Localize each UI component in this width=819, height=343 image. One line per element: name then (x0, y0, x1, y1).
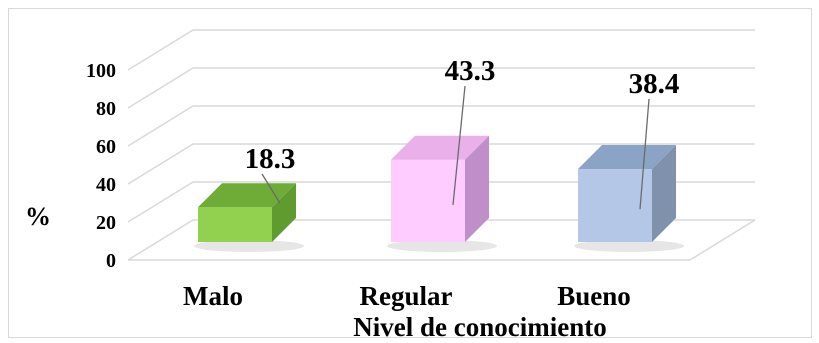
bar-side (652, 145, 676, 242)
data-label: 18.3 (245, 143, 296, 175)
bar-side (465, 135, 489, 242)
y-tick-label: 60 (96, 136, 116, 158)
bar-shadow (574, 240, 684, 252)
category-labels: Malo Regular Bueno (183, 281, 631, 311)
y-tick-label: 20 (96, 212, 116, 234)
bar-shadow (387, 240, 497, 252)
y-axis-label: % (25, 202, 51, 231)
y-tick-label: 0 (106, 250, 116, 272)
category-label: Regular (360, 281, 453, 311)
bar-side (272, 183, 296, 242)
leader-line (452, 85, 466, 206)
data-label: 43.3 (445, 55, 496, 87)
label-leader-lines (261, 85, 650, 210)
gridline (127, 143, 755, 185)
y-tick-label: 40 (96, 174, 116, 196)
bar-front-malo (198, 207, 272, 242)
gridline (127, 105, 755, 147)
category-label: Malo (183, 281, 243, 311)
x-axis-label: Nivel de conocimiento (353, 312, 606, 342)
y-tick-label: 80 (96, 98, 116, 120)
bar-top (391, 135, 489, 160)
gridlines (127, 29, 756, 261)
category-label: Bueno (557, 281, 631, 311)
leader-line (639, 98, 650, 210)
leader-line (261, 173, 281, 204)
y-tick-label: 100 (86, 60, 116, 82)
data-labels: 18.3 43.3 38.4 (245, 55, 680, 175)
bar-top (578, 145, 676, 170)
bar-front-regular (391, 159, 465, 242)
floor-edge (128, 219, 756, 261)
gridline (127, 219, 755, 261)
gridline (127, 67, 755, 109)
data-label: 38.4 (629, 68, 680, 100)
bars (194, 135, 684, 252)
y-tick-labels: 0 20 40 60 80 100 (86, 60, 116, 272)
gridline (127, 181, 755, 223)
gridline (127, 29, 755, 71)
bar-shadow (194, 240, 304, 252)
